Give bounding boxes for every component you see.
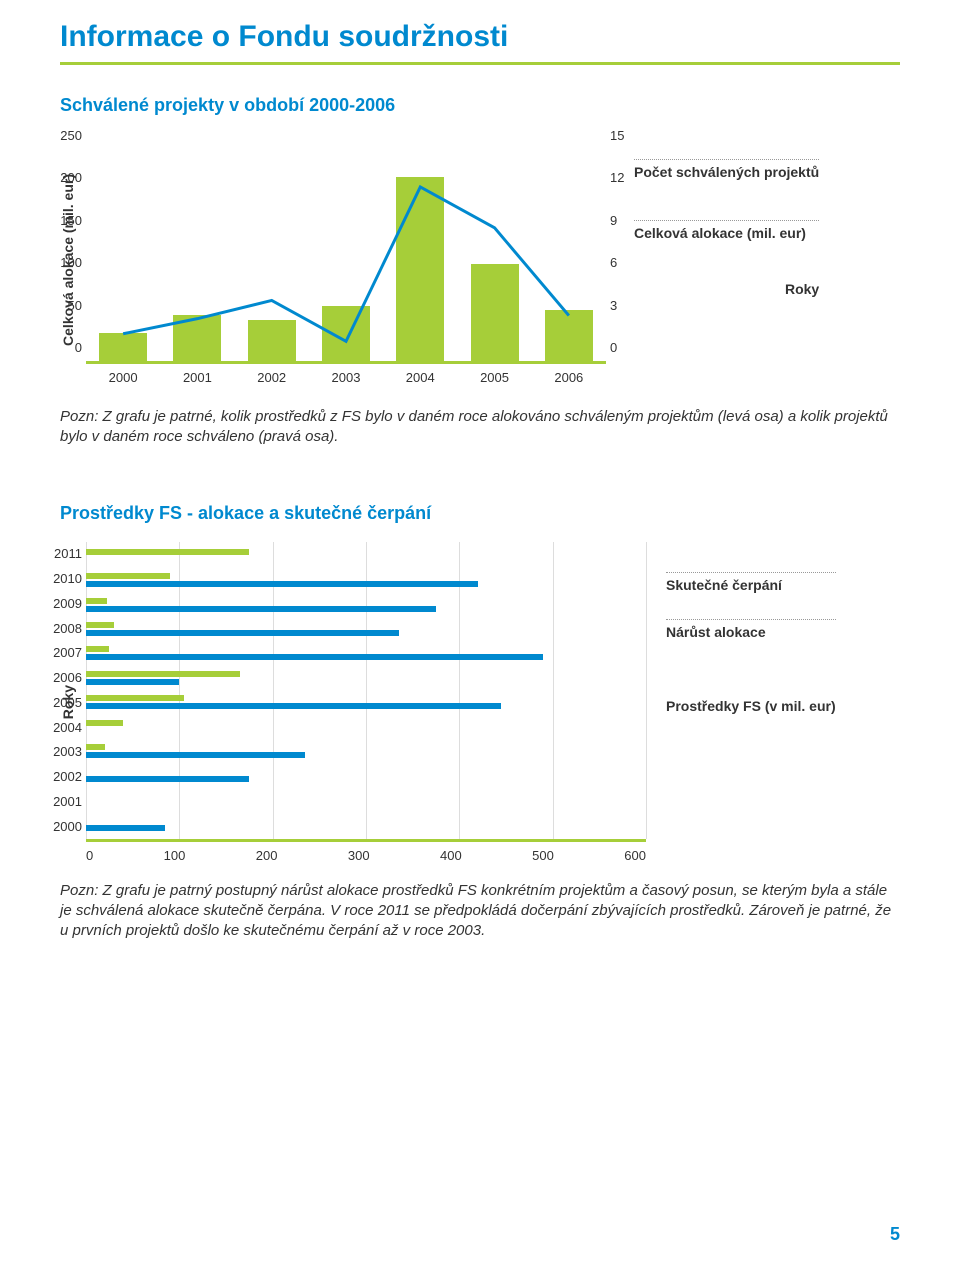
chart1-x-caption: Roky [634, 281, 819, 297]
chart2-x-tick: 200 [256, 848, 278, 863]
chart1-plot: 250200150100500 15129630 [86, 134, 606, 364]
chart1-x-tick: 2006 [554, 370, 583, 385]
chart2-bar-blue [86, 679, 179, 685]
chart2-gridline [646, 542, 647, 839]
chart2-legend: Skutečné čerpání Nárůst alokace Prostřed… [666, 542, 836, 714]
chart2-bar-blue [86, 630, 399, 636]
chart1-y1-tick: 200 [54, 170, 82, 185]
chart2-x-caption: Prostředky FS (v mil. eur) [666, 698, 836, 714]
chart2-row [86, 573, 646, 587]
chart2-row [86, 646, 646, 660]
chart1-y1-tick: 0 [54, 340, 82, 355]
chart1-y2-tick: 6 [610, 255, 632, 270]
chart1-bar [99, 333, 147, 361]
chart2-row [86, 768, 646, 782]
chart1-x-tick: 2004 [406, 370, 435, 385]
chart1-note: Pozn: Z grafu je patrné, kolik prostředk… [60, 407, 900, 448]
chart1-x-tick: 2001 [183, 370, 212, 385]
chart2-plot: 2011201020092008200720062005200420032002… [86, 542, 646, 842]
page-number: 5 [890, 1224, 900, 1245]
page-title: Informace o Fondu soudržnosti [60, 20, 900, 54]
chart2-bar-green [86, 695, 184, 701]
chart2-bar-green [86, 671, 240, 677]
title-rule [60, 62, 900, 65]
chart2-row [86, 549, 646, 563]
chart2-note: Pozn: Z grafu je patrný postupný nárůst … [60, 881, 900, 942]
chart2-container: Roky 20112010200920082007200620052004200… [60, 542, 900, 863]
chart2-x-tick: 600 [624, 848, 646, 863]
chart2-row [86, 622, 646, 636]
chart1-bar [471, 264, 519, 361]
chart1-bar [248, 320, 296, 361]
chart2-bar-blue [86, 703, 501, 709]
chart2-bar-green [86, 720, 123, 726]
chart2-bar-blue [86, 825, 165, 831]
chart2-x-tick: 100 [164, 848, 186, 863]
chart2-y-tick: 2002 [46, 769, 82, 784]
chart2-row [86, 744, 646, 758]
chart2-y-tick: 2000 [46, 819, 82, 834]
chart1-x-tick: 2005 [480, 370, 509, 385]
chart2-x-tick: 300 [348, 848, 370, 863]
chart1-y2-tick: 15 [610, 128, 632, 143]
chart2-y-tick: 2001 [46, 794, 82, 809]
chart2-bar-blue [86, 752, 305, 758]
chart1-title: Schválené projekty v období 2000-2006 [60, 95, 900, 116]
chart1-bar [396, 177, 444, 361]
chart2-y-tick: 2004 [46, 720, 82, 735]
chart2-bar-green [86, 573, 170, 579]
chart2-y-tick: 2005 [46, 695, 82, 710]
chart2-x-tick: 0 [86, 848, 93, 863]
chart1-x-tick: 2003 [332, 370, 361, 385]
chart1-y1-tick: 150 [54, 213, 82, 228]
chart2-legend-1: Nárůst alokace [666, 624, 766, 640]
chart1-legend-0: Počet schválených projektů [634, 164, 819, 180]
chart1-bar [545, 310, 593, 361]
chart2-y-tick: 2010 [46, 571, 82, 586]
chart1-y2-tick: 0 [610, 340, 632, 355]
chart2-y-tick: 2003 [46, 744, 82, 759]
chart2-y-tick: 2011 [46, 546, 82, 561]
chart2-row [86, 793, 646, 807]
chart2-legend-0: Skutečné čerpání [666, 577, 782, 593]
chart1-legend: Počet schválených projektů Celková aloka… [634, 134, 819, 297]
chart1-x-tick: 2000 [109, 370, 138, 385]
chart2-y-tick: 2008 [46, 621, 82, 636]
chart2-y-tick: 2006 [46, 670, 82, 685]
chart2-bar-blue [86, 581, 478, 587]
chart2-y-tick: 2009 [46, 596, 82, 611]
chart2-bar-green [86, 549, 249, 555]
chart2-bar-blue [86, 776, 249, 782]
chart2-bar-green [86, 598, 107, 604]
chart1-y1-tick: 250 [54, 128, 82, 143]
chart1-legend-1: Celková alokace (mil. eur) [634, 225, 806, 241]
chart2-row [86, 671, 646, 685]
chart1-y2-tick: 3 [610, 298, 632, 313]
chart1-y1-tick: 50 [54, 298, 82, 313]
chart2-bar-green [86, 646, 109, 652]
chart2-row [86, 817, 646, 831]
chart2-bar-green [86, 622, 114, 628]
chart2-y-tick: 2007 [46, 645, 82, 660]
chart1-container: Celková alokace (mil. eur) 2502001501005… [60, 134, 900, 385]
chart2-row [86, 720, 646, 734]
chart2-row [86, 598, 646, 612]
chart1-y2-tick: 12 [610, 170, 632, 185]
chart1-bar [322, 306, 370, 361]
chart1-x-tick: 2002 [257, 370, 286, 385]
chart2-bar-green [86, 744, 105, 750]
chart2-row [86, 695, 646, 709]
chart2-title: Prostředky FS - alokace a skutečné čerpá… [60, 503, 900, 524]
chart2-x-tick: 500 [532, 848, 554, 863]
chart1-y1-tick: 100 [54, 255, 82, 270]
chart2-bar-blue [86, 654, 543, 660]
chart2-x-tick: 400 [440, 848, 462, 863]
chart2-bar-blue [86, 606, 436, 612]
chart1-bar [173, 315, 221, 361]
chart1-y2-tick: 9 [610, 213, 632, 228]
